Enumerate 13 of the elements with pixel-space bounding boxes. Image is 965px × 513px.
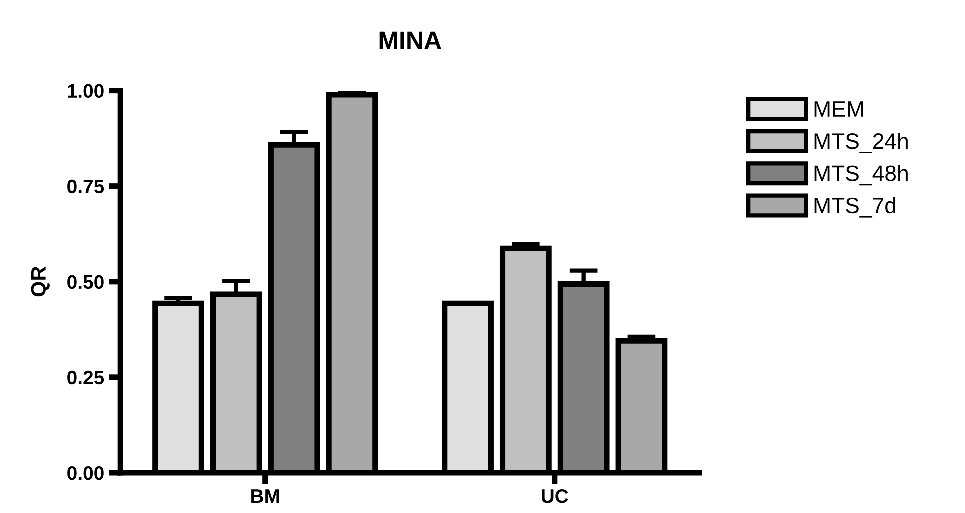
y-tick-label: 0.25 xyxy=(68,370,104,385)
y-tick-label: 0.50 xyxy=(68,275,104,290)
chart-title: MINA xyxy=(380,32,442,50)
x-tick-label: UC xyxy=(542,489,568,504)
y-tick-label: 0.00 xyxy=(68,466,104,480)
legend-label: MTS_48h xyxy=(814,165,908,186)
y-tick-label: 0.75 xyxy=(68,180,104,194)
legend-label: MEM xyxy=(814,102,864,117)
legend-label: MTS_24h xyxy=(814,132,908,154)
legend-label: MTS_7d xyxy=(814,197,896,218)
y-tick-label: 1.00 xyxy=(68,84,104,98)
x-tick-label: BM xyxy=(252,490,280,504)
y-axis-title: QR xyxy=(31,266,50,297)
